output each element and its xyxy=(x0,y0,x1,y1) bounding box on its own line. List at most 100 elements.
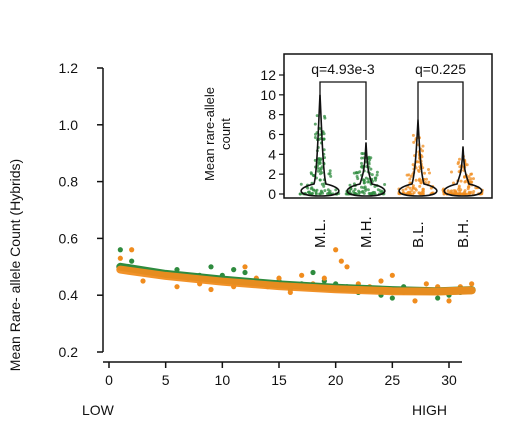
main-y-tick-label: 1.2 xyxy=(59,60,79,76)
violin-jitter-point xyxy=(455,192,459,196)
violin-jitter-point xyxy=(427,180,431,184)
scatter-point xyxy=(299,272,305,278)
scatter-point xyxy=(208,264,214,270)
violin-jitter-point xyxy=(374,178,377,182)
scatter-point xyxy=(140,278,146,284)
violin-jitter-point xyxy=(470,172,474,176)
main-x-tick-label: 25 xyxy=(385,372,401,388)
inset-category-label: B.L. xyxy=(410,221,427,248)
main-y-tick-label: 0.2 xyxy=(59,344,79,360)
violin-jitter-point xyxy=(472,190,476,193)
violin-jitter-point xyxy=(315,114,319,118)
violin-jitter-point xyxy=(367,177,370,181)
violin-jitter-point xyxy=(374,176,378,180)
scatter-point xyxy=(242,269,248,276)
violin-jitter-point xyxy=(466,187,470,191)
violin-jitter-point xyxy=(366,188,370,192)
inset-y-tick-label: 12 xyxy=(260,67,276,83)
scatter-point xyxy=(333,247,339,253)
inset-y-tick-label: 8 xyxy=(268,107,276,123)
violin-jitter-point xyxy=(450,170,453,174)
violin-jitter-point xyxy=(408,177,412,181)
violin-jitter-point xyxy=(452,181,455,185)
scatter-point xyxy=(389,272,395,278)
violin-jitter-point xyxy=(457,188,460,191)
main-y-ticks: 0.2 0.4 0.6 0.8 1.0 1.2 xyxy=(59,60,103,360)
violin-jitter-point xyxy=(375,173,379,177)
main-x-tick-label: 20 xyxy=(328,372,344,388)
scatter-point xyxy=(287,289,293,295)
inset-comparisons: q=4.93e-3 q=0.225 xyxy=(311,61,466,140)
violin-jitter-point xyxy=(323,189,327,193)
violin-jitter-point xyxy=(311,191,314,195)
inset-violins xyxy=(298,94,484,197)
violin-jitter-point xyxy=(323,116,327,120)
violin-jitter-point xyxy=(360,161,363,165)
violin-jitter-point xyxy=(352,171,356,175)
scatter-point xyxy=(469,281,475,287)
inset-y-tick-label: 0 xyxy=(268,186,276,202)
violin-jitter-point xyxy=(375,170,379,174)
violin-jitter-point xyxy=(320,190,324,194)
violin-jitter-point xyxy=(427,168,430,171)
violin-jitter-point xyxy=(361,152,365,156)
violin-jitter-point xyxy=(421,188,425,192)
comparison-label: q=4.93e-3 xyxy=(311,61,375,77)
inset-y-tick-label: 6 xyxy=(268,127,276,143)
scatter-point xyxy=(208,286,214,293)
violin-jitter-point xyxy=(468,191,472,195)
violin-jitter-point xyxy=(360,185,363,189)
violin-jitter-point xyxy=(419,181,423,185)
violin-jitter-point xyxy=(327,172,331,176)
scatter-point xyxy=(276,275,282,281)
violin-jitter-point xyxy=(411,163,415,167)
violin-outline xyxy=(443,146,483,197)
violin-jitter-point xyxy=(428,171,431,175)
violin-jitter-point xyxy=(307,190,311,194)
violin-jitter-point xyxy=(322,184,326,188)
scatter-point xyxy=(412,298,418,304)
comparison-label: q=0.225 xyxy=(415,61,466,77)
inset-violin-panel: Mean rare-allele count 0 2 4 6 8 10 12 q=4.93e… xyxy=(202,53,493,248)
scatter-point xyxy=(117,247,123,253)
scatter-point xyxy=(435,295,441,301)
x-annotation-high: HIGH xyxy=(412,402,447,418)
violin-jitter-point xyxy=(411,186,415,190)
scatter-point xyxy=(117,255,123,261)
inset-y-tick-label: 2 xyxy=(268,166,276,182)
violin-jitter-point xyxy=(423,171,426,175)
main-y-tick-label: 0.6 xyxy=(59,230,79,246)
violin-jitter-point xyxy=(328,169,332,173)
x-annotation-low: LOW xyxy=(82,402,115,418)
violin-jitter-point xyxy=(362,181,366,185)
violin-jitter-point xyxy=(472,177,475,181)
scatter-point xyxy=(338,258,344,264)
violin-jitter-point xyxy=(320,165,324,169)
violin-jitter-point xyxy=(356,177,360,181)
violin-jitter-point xyxy=(318,167,322,171)
violin-outline xyxy=(346,142,386,197)
violin-jitter-point xyxy=(319,157,323,161)
violin-jitter-point xyxy=(367,162,371,166)
scatter-point xyxy=(344,264,350,270)
violin-jitter-point xyxy=(318,172,322,176)
violin-jitter-point xyxy=(405,173,409,177)
violin-jitter-point xyxy=(402,191,406,195)
scatter-point xyxy=(378,278,384,284)
violin-jitter-point xyxy=(359,165,363,169)
violin-jitter-point xyxy=(457,184,461,188)
scatter-point xyxy=(446,298,452,304)
main-y-tick-label: 1.0 xyxy=(59,117,79,133)
comparison-bracket xyxy=(417,81,464,140)
violin-jitter-point xyxy=(414,178,418,182)
violin-outline xyxy=(398,119,438,197)
violin-jitter-point xyxy=(318,178,322,182)
violin-jitter-point xyxy=(320,182,324,186)
main-y-axis-label: Mean Rare- allele Count (Hybrids) xyxy=(7,159,23,371)
violin-jitter-point xyxy=(370,173,374,177)
comparison-bracket xyxy=(319,81,367,140)
violin-jitter-point xyxy=(313,136,317,139)
violin-jitter-point xyxy=(459,179,463,183)
scatter-point xyxy=(389,295,395,301)
inset-category-label: B.H. xyxy=(455,219,472,248)
